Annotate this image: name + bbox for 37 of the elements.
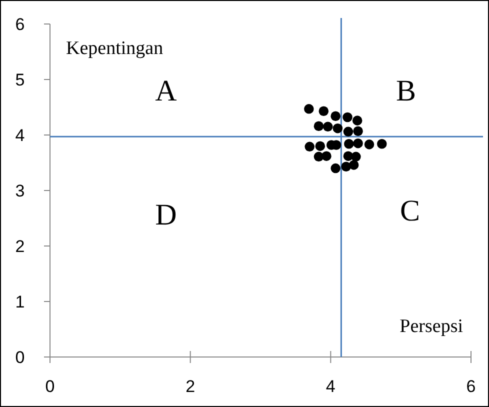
x-tick-label: 4	[326, 377, 336, 396]
point	[377, 139, 387, 149]
y-tick-label: 4	[15, 126, 25, 145]
point	[322, 151, 332, 161]
point	[315, 141, 326, 151]
x-tick-label: 2	[186, 377, 196, 396]
annotation: A	[155, 74, 178, 108]
point	[330, 111, 340, 122]
y-tick-label: 1	[15, 292, 25, 312]
point	[330, 163, 340, 174]
y-axis-title: Kepentingan	[66, 38, 164, 59]
y-tick-label: 2	[15, 236, 25, 256]
point	[353, 138, 363, 148]
point	[344, 139, 354, 149]
annotation: D	[155, 198, 177, 232]
point	[348, 160, 359, 170]
y-tick-label: 3	[15, 181, 25, 200]
point	[352, 116, 362, 126]
annotation: B	[396, 74, 416, 108]
point	[304, 104, 314, 114]
y-tick-label: 5	[15, 70, 25, 90]
y-tick-label: 0	[15, 348, 25, 367]
point	[342, 112, 352, 122]
x-axis-title: Persepsi	[400, 316, 463, 337]
annotation: C	[400, 194, 420, 228]
y-tick-label: 6	[15, 14, 25, 34]
point	[343, 126, 354, 137]
point	[353, 126, 363, 136]
x-tick-label: 6	[466, 377, 476, 396]
point	[318, 106, 329, 116]
point	[304, 142, 315, 152]
x-tick-label: 0	[45, 377, 55, 396]
point	[322, 122, 333, 132]
point	[332, 123, 343, 134]
point	[314, 121, 324, 131]
point	[351, 152, 361, 162]
point	[364, 140, 374, 150]
